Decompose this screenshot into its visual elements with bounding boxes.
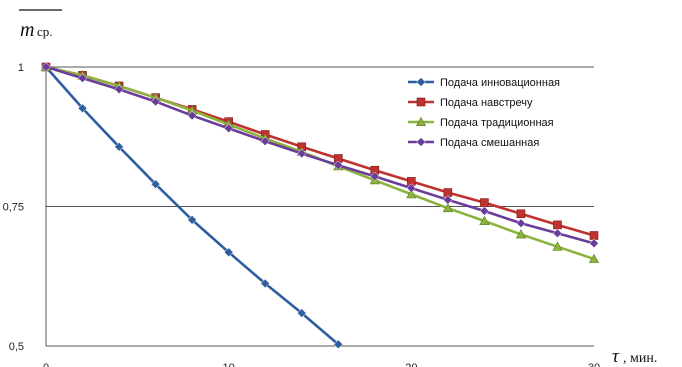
legend-item: Подача традиционная: [408, 116, 554, 129]
data-point: [187, 110, 197, 121]
data-point: [552, 241, 563, 251]
x-tick-label: 10: [223, 362, 235, 367]
legend-swatch-marker: [416, 137, 426, 147]
data-point: [516, 218, 526, 228]
legend: Подача инновационная Подача навстречу Пода…: [408, 77, 560, 149]
data-point: [223, 123, 234, 134]
x-axis-label-unit: , мин.: [623, 351, 657, 366]
data-point: [479, 206, 490, 216]
data-point: [406, 183, 417, 193]
data-point: [296, 148, 307, 159]
data-point: [77, 73, 88, 83]
legend-label: Подача инновационная: [440, 77, 560, 89]
data-point: [223, 247, 234, 258]
data-point: [333, 160, 344, 170]
legend-swatch-marker: [416, 77, 426, 87]
y-tick-label: 0,5: [9, 341, 24, 353]
legend-item: Подача смешанная: [408, 137, 539, 149]
data-point: [114, 142, 124, 152]
data-point: [479, 215, 490, 225]
series-2: [41, 62, 599, 240]
y-tick-label: 0,75: [3, 202, 24, 214]
x-tick-labels: 0 10 20 30: [43, 362, 600, 367]
series-4: [41, 62, 599, 249]
data-point: [589, 238, 599, 249]
data-point: [260, 278, 270, 289]
data-point: [588, 253, 600, 263]
y-tick-labels: 0,5 0,75 1: [3, 62, 24, 353]
series-1: [41, 62, 344, 350]
y-axis-label-subscript: ср.: [37, 24, 53, 39]
x-axis-label: τ , мин.: [612, 346, 657, 367]
series-line: [45, 65, 595, 261]
data-point: [589, 231, 599, 240]
y-tick-label: 1: [18, 62, 24, 74]
data-point: [442, 202, 453, 213]
y-axis-label-symbol: m: [20, 19, 34, 41]
legend-item: Подача навстречу: [408, 97, 533, 109]
legend-label: Подача навстречу: [440, 97, 533, 109]
legend-label: Подача смешанная: [440, 137, 539, 149]
data-point: [150, 179, 161, 189]
series-group: [40, 61, 600, 350]
x-tick-label: 0: [43, 362, 49, 367]
data-point: [77, 103, 88, 114]
data-point: [114, 84, 124, 95]
data-point: [150, 96, 161, 107]
legend-swatch-marker: [416, 97, 426, 107]
data-point: [480, 198, 489, 207]
data-point: [260, 136, 270, 146]
legend-item: Подача инновационная: [408, 77, 560, 89]
grid: [46, 66, 594, 347]
data-point: [406, 189, 417, 199]
data-point: [187, 215, 197, 225]
series-line: [45, 65, 595, 245]
data-point: [370, 171, 380, 182]
data-point: [41, 62, 51, 72]
x-axis-label-symbol: τ: [612, 346, 620, 367]
data-point: [443, 195, 453, 205]
x-tick-label: 20: [405, 362, 417, 367]
x-tick-label: 30: [588, 362, 600, 367]
data-point: [516, 209, 526, 219]
data-point: [553, 220, 562, 230]
legend-label: Подача традиционная: [440, 117, 554, 129]
data-point: [333, 339, 344, 350]
legend-swatch-marker: [415, 116, 427, 126]
data-point: [552, 228, 563, 239]
data-point: [515, 229, 527, 239]
data-point: [296, 308, 307, 318]
y-axis-label: m ср.: [19, 9, 62, 41]
